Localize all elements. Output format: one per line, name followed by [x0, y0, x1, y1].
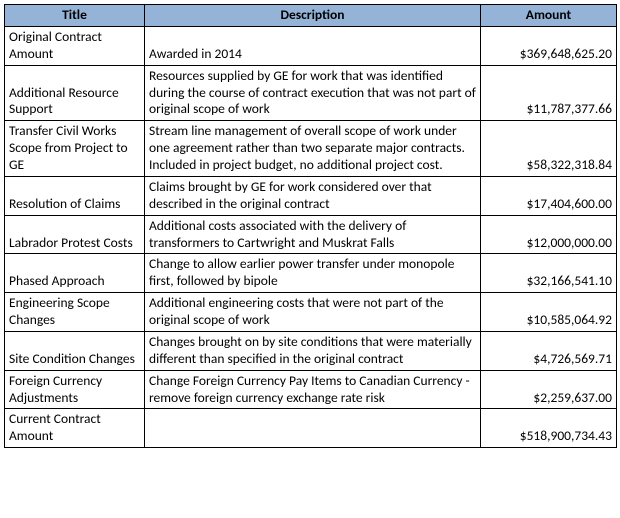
contract-table: Title Description Amount Original Contra… [4, 4, 617, 448]
table-row: Engineering Scope Changes Additional eng… [5, 293, 617, 332]
cell-description: Additional engineering costs that were n… [145, 293, 481, 332]
cell-amount: $17,404,600.00 [481, 176, 617, 215]
cell-title: Engineering Scope Changes [5, 293, 145, 332]
cell-amount: $2,259,637.00 [481, 370, 617, 409]
cell-amount: $10,585,064.92 [481, 293, 617, 332]
table-row: Phased Approach Change to allow earlier … [5, 254, 617, 293]
table-row: Current Contract Amount $518,900,734.43 [5, 409, 617, 448]
cell-title: Current Contract Amount [5, 409, 145, 448]
table-body: Original Contract Amount Awarded in 2014… [5, 26, 617, 447]
cell-amount: $518,900,734.43 [481, 409, 617, 448]
cell-description: Resources supplied by GE for work that w… [145, 65, 481, 121]
cell-title: Transfer Civil Works Scope from Project … [5, 121, 145, 177]
cell-title: Site Condition Changes [5, 331, 145, 370]
cell-title: Resolution of Claims [5, 176, 145, 215]
cell-amount: $58,322,318.84 [481, 121, 617, 177]
table-row: Foreign Currency Adjustments Change Fore… [5, 370, 617, 409]
cell-amount: $12,000,000.00 [481, 215, 617, 254]
cell-title: Original Contract Amount [5, 26, 145, 65]
table-row: Labrador Protest Costs Additional costs … [5, 215, 617, 254]
cell-amount: $11,787,377.66 [481, 65, 617, 121]
cell-description: Change Foreign Currency Pay Items to Can… [145, 370, 481, 409]
cell-description: Change to allow earlier power transfer u… [145, 254, 481, 293]
cell-description: Stream line management of overall scope … [145, 121, 481, 177]
cell-title: Labrador Protest Costs [5, 215, 145, 254]
col-header-amount: Amount [481, 5, 617, 27]
cell-amount: $4,726,569.71 [481, 331, 617, 370]
table-row: Site Condition Changes Changes brought o… [5, 331, 617, 370]
cell-description: Changes brought on by site conditions th… [145, 331, 481, 370]
cell-title: Additional Resource Support [5, 65, 145, 121]
cell-description: Claims brought by GE for work considered… [145, 176, 481, 215]
cell-description: Additional costs associated with the del… [145, 215, 481, 254]
table-row: Additional Resource Support Resources su… [5, 65, 617, 121]
cell-description [145, 409, 481, 448]
table-row: Original Contract Amount Awarded in 2014… [5, 26, 617, 65]
col-header-title: Title [5, 5, 145, 27]
cell-title: Phased Approach [5, 254, 145, 293]
cell-amount: $32,166,541.10 [481, 254, 617, 293]
table-header-row: Title Description Amount [5, 5, 617, 27]
col-header-description: Description [145, 5, 481, 27]
table-row: Resolution of Claims Claims brought by G… [5, 176, 617, 215]
cell-amount: $369,648,625.20 [481, 26, 617, 65]
cell-description: Awarded in 2014 [145, 26, 481, 65]
cell-title: Foreign Currency Adjustments [5, 370, 145, 409]
table-row: Transfer Civil Works Scope from Project … [5, 121, 617, 177]
